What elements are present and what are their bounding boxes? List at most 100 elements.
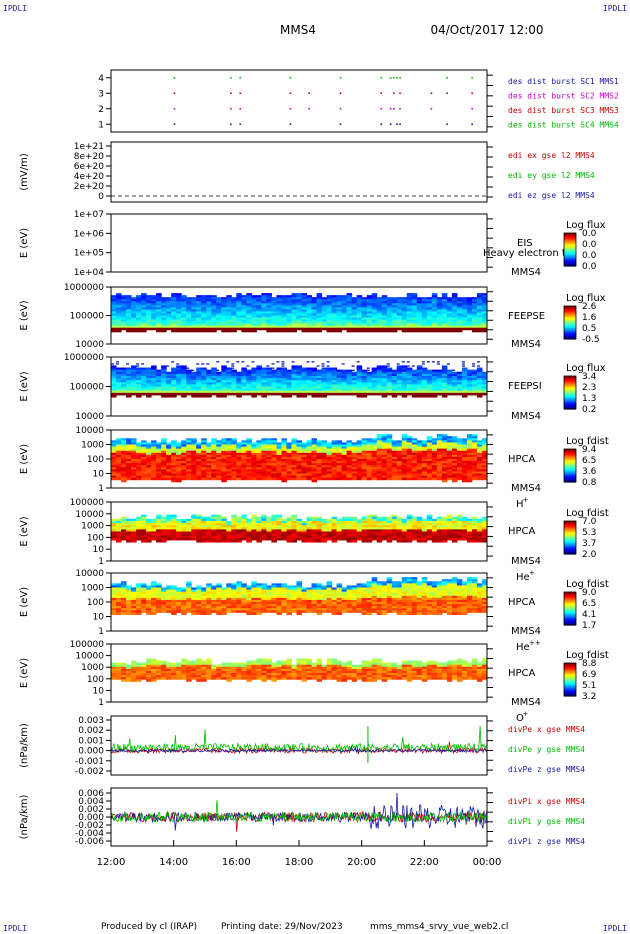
spectrogram-cell (181, 477, 187, 481)
spectrogram-cell (146, 523, 152, 526)
spectrogram-cell (261, 477, 267, 481)
spectrogram-cell (446, 382, 453, 385)
spectrogram-cell (181, 456, 187, 460)
spectrogram-cell (251, 301, 257, 304)
spectrogram-cell (351, 303, 358, 306)
spectrogram-cell (191, 392, 197, 396)
spectrogram-speck (276, 361, 280, 363)
spectrogram-cell (476, 446, 483, 450)
spectrogram-cell (411, 305, 418, 308)
spectrogram-cell (341, 477, 348, 481)
spectrogram-speck (191, 369, 195, 371)
spectrogram-cell (476, 301, 483, 304)
spectrogram-cell (391, 442, 398, 445)
spectrogram-cell (166, 382, 172, 385)
spectrogram-cell (476, 390, 483, 394)
spectrogram-cell (381, 471, 388, 474)
spectrogram-cell (376, 392, 383, 396)
spectrogram-cell (451, 461, 458, 464)
spectrogram-cell (306, 305, 313, 308)
spectrogram-cell (341, 535, 348, 539)
spectrogram-cell (221, 471, 227, 474)
spectrogram-cell (351, 527, 358, 530)
spectrogram-cell (411, 371, 418, 375)
spectrogram-cell (316, 533, 323, 537)
spectrogram-cell (361, 531, 368, 535)
spectrogram-cell (181, 461, 187, 464)
spectrogram-cell (146, 307, 152, 310)
spectrogram-cell (436, 450, 443, 454)
spectrogram-cell (461, 392, 468, 396)
spectrogram-cell (351, 469, 358, 472)
spectrogram-cell (461, 390, 468, 394)
spectrogram-cell (366, 467, 373, 470)
spectrogram-cell (356, 520, 363, 524)
spectrogram-cell (136, 394, 142, 398)
spectrogram-cell (436, 456, 443, 460)
spectrogram-cell (481, 325, 488, 329)
spectrogram-cell (376, 456, 383, 460)
spectrogram-cell (176, 384, 182, 387)
spectrogram-cell (261, 375, 267, 379)
spectrogram-cell (426, 311, 433, 314)
spectrogram-cell (221, 467, 227, 470)
spectrogram-cell (136, 518, 142, 522)
spectrogram-cell (446, 307, 453, 310)
spectrogram-cell (166, 305, 172, 308)
spectrogram-cell (321, 319, 328, 323)
spectrogram-cell (316, 382, 323, 385)
spectrogram-cell (301, 307, 308, 310)
spectrogram-cell (296, 371, 303, 375)
spectrogram-cell (166, 531, 172, 535)
spectrogram-cell (291, 514, 297, 518)
spectrogram-cell (161, 329, 167, 333)
spectrogram-cell (296, 454, 303, 458)
spectrogram-speck (271, 363, 275, 365)
spectrogram-cell (476, 444, 483, 448)
spectrogram-cell (181, 442, 187, 445)
spectrogram-cell (346, 440, 353, 443)
spectrogram-cell (476, 388, 483, 392)
spectrogram-cell (396, 442, 403, 445)
spectrogram-cell (221, 535, 227, 539)
spectrogram-cell (471, 467, 478, 470)
spectrogram-cell (356, 459, 363, 462)
spectrogram-cell (351, 375, 358, 379)
spectrogram-cell (161, 529, 167, 532)
spectrogram-cell (376, 438, 383, 441)
spectrogram-cell (386, 463, 393, 466)
spectrogram-cell (181, 531, 187, 535)
spectrogram-cell (196, 307, 202, 310)
spectrogram-cell (351, 456, 358, 460)
spectrogram-cell (311, 375, 318, 379)
spectrogram-cell (386, 309, 393, 312)
spectrogram-cell (216, 463, 222, 466)
spectrogram-cell (426, 392, 433, 396)
spectrogram-cell (466, 297, 473, 300)
spectrogram-speck (166, 365, 170, 367)
spectrogram-cell (176, 321, 182, 325)
spectrogram-cell (271, 520, 277, 524)
spectrogram-cell (256, 388, 262, 392)
spectrogram-cell (181, 315, 187, 319)
spectrogram-cell (481, 323, 488, 327)
spectrogram-cell (161, 444, 167, 448)
spectrogram-cell (186, 525, 192, 528)
spectrogram-cell (411, 369, 418, 373)
spectrogram-cell (321, 369, 328, 373)
spectrogram-cell (331, 516, 338, 520)
spectrogram-cell (281, 537, 287, 541)
spectrogram-cell (171, 309, 177, 312)
spectrogram-cell (466, 473, 473, 477)
spectrogram-cell (461, 463, 468, 466)
spectrogram-cell (396, 390, 403, 394)
spectrogram-speck (436, 363, 440, 365)
spectrogram-cell (466, 317, 473, 321)
spectrogram-cell (401, 527, 408, 530)
spectrogram-cell (346, 384, 353, 387)
spectrogram-cell (286, 311, 292, 314)
spectrogram-cell (381, 446, 388, 450)
spectrogram-cell (421, 375, 428, 379)
spectrogram-cell (346, 293, 353, 296)
spectrogram-cell (401, 323, 408, 327)
